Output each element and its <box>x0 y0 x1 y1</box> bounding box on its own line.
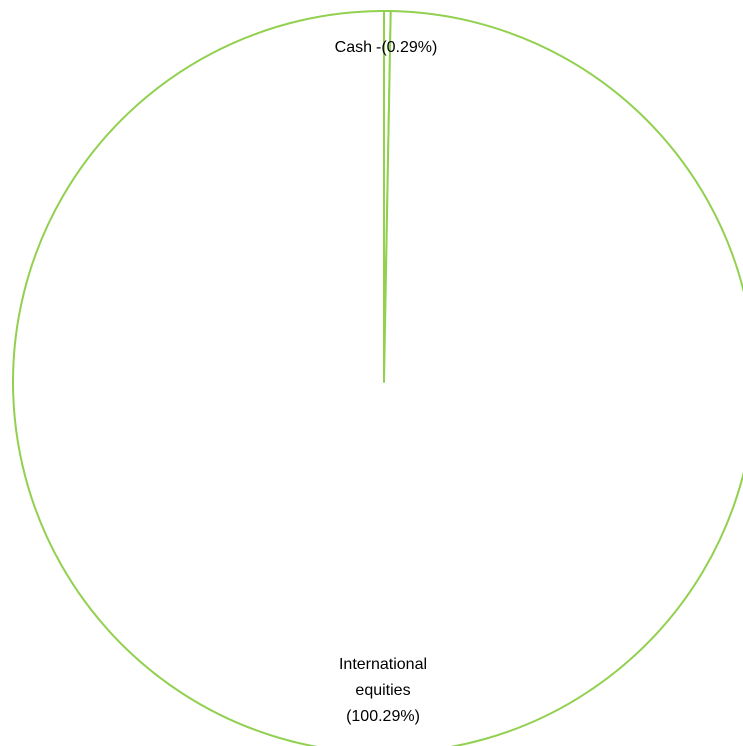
category-label: Cash <box>334 39 372 56</box>
slice-label: International equities (100.29%) <box>318 652 448 730</box>
category-label: International equities <box>338 656 428 699</box>
value-label: (100.29%) <box>346 708 420 725</box>
pie-slice <box>12 10 743 746</box>
value-label: -(0.29%) <box>376 39 438 56</box>
slice-label: Cash -(0.29%) <box>286 35 486 61</box>
